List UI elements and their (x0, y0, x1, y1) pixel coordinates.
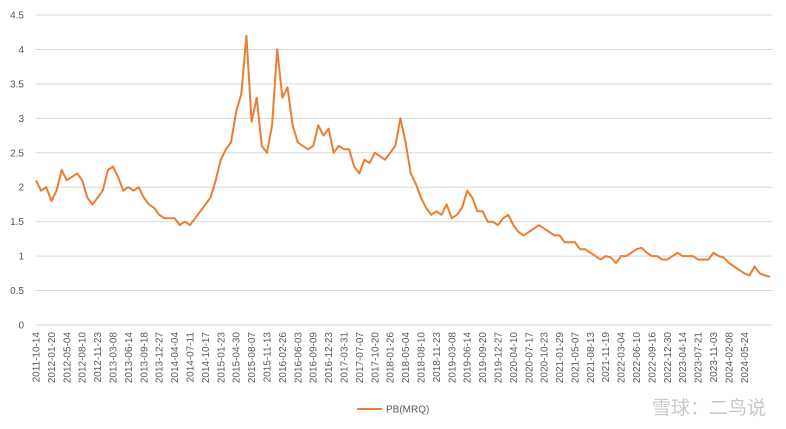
x-tick-label: 2022-09-16 (647, 332, 658, 384)
x-tick-label: 2024-02-08 (724, 332, 735, 384)
x-tick-label: 2023-07-21 (694, 332, 705, 384)
line (35, 34, 771, 278)
x-tick-label: 2021-01-29 (555, 332, 566, 384)
x-tick-label: 2017-10-20 (370, 332, 381, 384)
x-tick-label: 2023-11-03 (709, 332, 720, 383)
x-tick-label: 2019-09-20 (478, 332, 489, 384)
x-tick-label: 2015-11-13 (262, 332, 273, 383)
x-tick-label: 2019-03-08 (447, 332, 458, 384)
y-tick-label: 3 (18, 114, 24, 125)
x-tick-label: 2020-07-17 (524, 332, 535, 384)
y-tick-label: 4.5 (10, 11, 24, 22)
x-tick-label: 2016-02-26 (278, 332, 289, 384)
x-tick-label: 2018-08-10 (416, 332, 427, 384)
x-tick-label: 2021-08-13 (586, 332, 597, 384)
x-tick-label: 2018-01-26 (386, 332, 397, 384)
x-tick-label: 2014-10-17 (201, 332, 212, 384)
x-tick-label: 2020-10-23 (540, 332, 551, 384)
x-tick-label: 2021-05-07 (570, 332, 581, 384)
x-tick-label: 2022-12-30 (663, 332, 674, 384)
x-tick-label: 2011-10-14 (32, 332, 43, 383)
y-tick-label: 4 (18, 45, 24, 56)
x-tick-label: 2024-05-24 (740, 332, 751, 384)
x-tick-label: 2017-03-31 (339, 332, 350, 384)
x-tick-label: 2017-07-07 (355, 332, 366, 384)
x-tick-label: 2018-11-23 (432, 332, 443, 383)
x-tick-label: 2015-01-23 (216, 332, 227, 384)
y-tick-label: 2.5 (10, 148, 24, 159)
x-tick-label: 2019-06-14 (463, 332, 474, 384)
x-tick-label: 2014-07-11 (185, 332, 196, 383)
x-tick-label: 2012-01-20 (47, 332, 58, 384)
x-tick-label: 2016-12-23 (324, 332, 335, 384)
x-tick-label: 2020-04-10 (509, 332, 520, 384)
watermark: 雪球：二鸟说 (652, 397, 766, 419)
x-tick-label: 2016-09-09 (309, 332, 320, 384)
x-tick-label: 2014-04-04 (170, 332, 181, 384)
legend-label: PB(MRQ) (386, 405, 429, 416)
x-tick-label: 2016-06-03 (293, 332, 304, 384)
x-tick-label: 2022-06-10 (632, 332, 643, 384)
y-tick-label: 0.5 (10, 286, 24, 297)
x-tick-label: 2022-03-04 (617, 332, 628, 384)
y-tick-label: 3.5 (10, 79, 24, 90)
y-tick-label: 1 (18, 252, 24, 263)
y-tick-label: 2 (18, 183, 24, 194)
x-tick-label: 2013-12-27 (155, 332, 166, 384)
x-tick-label: 2015-04-30 (232, 332, 243, 384)
x-tick-label: 2023-04-14 (678, 332, 689, 384)
x-tick-label: 2019-12-27 (493, 332, 504, 384)
x-tick-label: 2013-06-14 (124, 332, 135, 384)
y-tick-label: 0 (18, 321, 24, 332)
x-tick-label: 2013-03-08 (108, 332, 119, 384)
x-tick-label: 2013-09-18 (139, 332, 150, 384)
x-tick-label: 2012-11-23 (93, 332, 104, 383)
y-tick-label: 1.5 (10, 217, 24, 228)
x-tick-label: 2018-05-04 (401, 332, 412, 384)
x-tick-label: 2012-05-04 (62, 332, 73, 384)
x-tick-label: 2021-11-19 (601, 332, 612, 383)
x-tick-label: 2015-08-07 (247, 332, 258, 384)
x-tick-label: 2012-08-10 (78, 332, 89, 384)
